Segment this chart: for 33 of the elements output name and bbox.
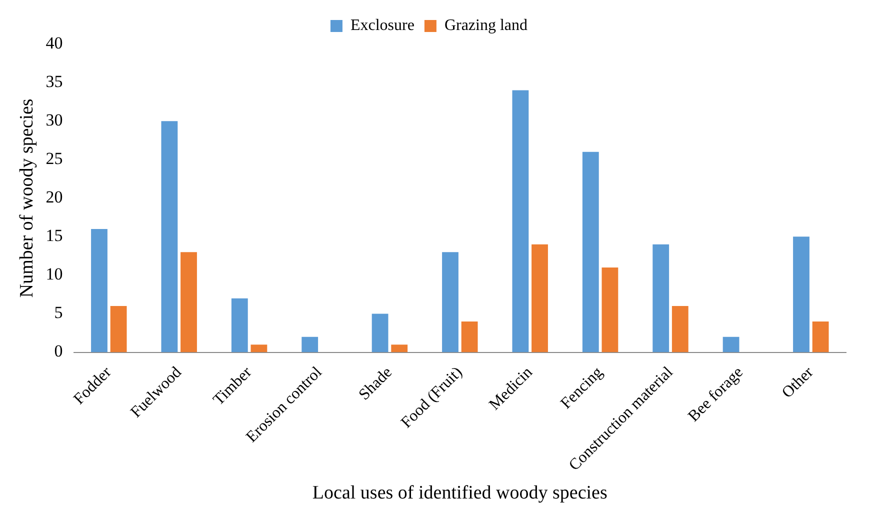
bar <box>582 152 599 352</box>
bar <box>722 336 740 352</box>
bar <box>812 321 829 352</box>
bar <box>91 228 108 352</box>
bar <box>161 121 178 352</box>
y-tick-label: 5 <box>54 303 63 322</box>
bar <box>180 252 197 352</box>
bar <box>793 236 810 352</box>
legend-label: Grazing land <box>444 17 528 34</box>
y-tick-label: 40 <box>46 33 63 52</box>
bar <box>461 321 478 352</box>
bar <box>231 298 248 352</box>
bar <box>512 90 529 352</box>
y-tick-label: 10 <box>46 264 63 284</box>
y-axis-title: Number of woody species <box>16 98 38 298</box>
y-tick-label: 20 <box>46 188 63 207</box>
bar <box>672 306 688 352</box>
bar <box>110 306 127 352</box>
y-tick-label: 0 <box>54 342 63 361</box>
bar <box>442 252 458 352</box>
bar <box>302 336 318 352</box>
bar <box>372 314 388 352</box>
bar <box>652 244 670 352</box>
x-axis-title: Local uses of identified woody species <box>312 482 608 504</box>
y-tick-label: 30 <box>46 110 63 130</box>
bar <box>532 244 548 352</box>
y-tick-label: 25 <box>46 149 63 168</box>
bar <box>602 268 618 352</box>
y-tick-label: 35 <box>46 72 63 92</box>
legend-label: Exclosure <box>350 17 414 34</box>
bar <box>391 344 408 352</box>
y-tick-label: 15 <box>46 226 63 246</box>
bar <box>250 344 268 352</box>
